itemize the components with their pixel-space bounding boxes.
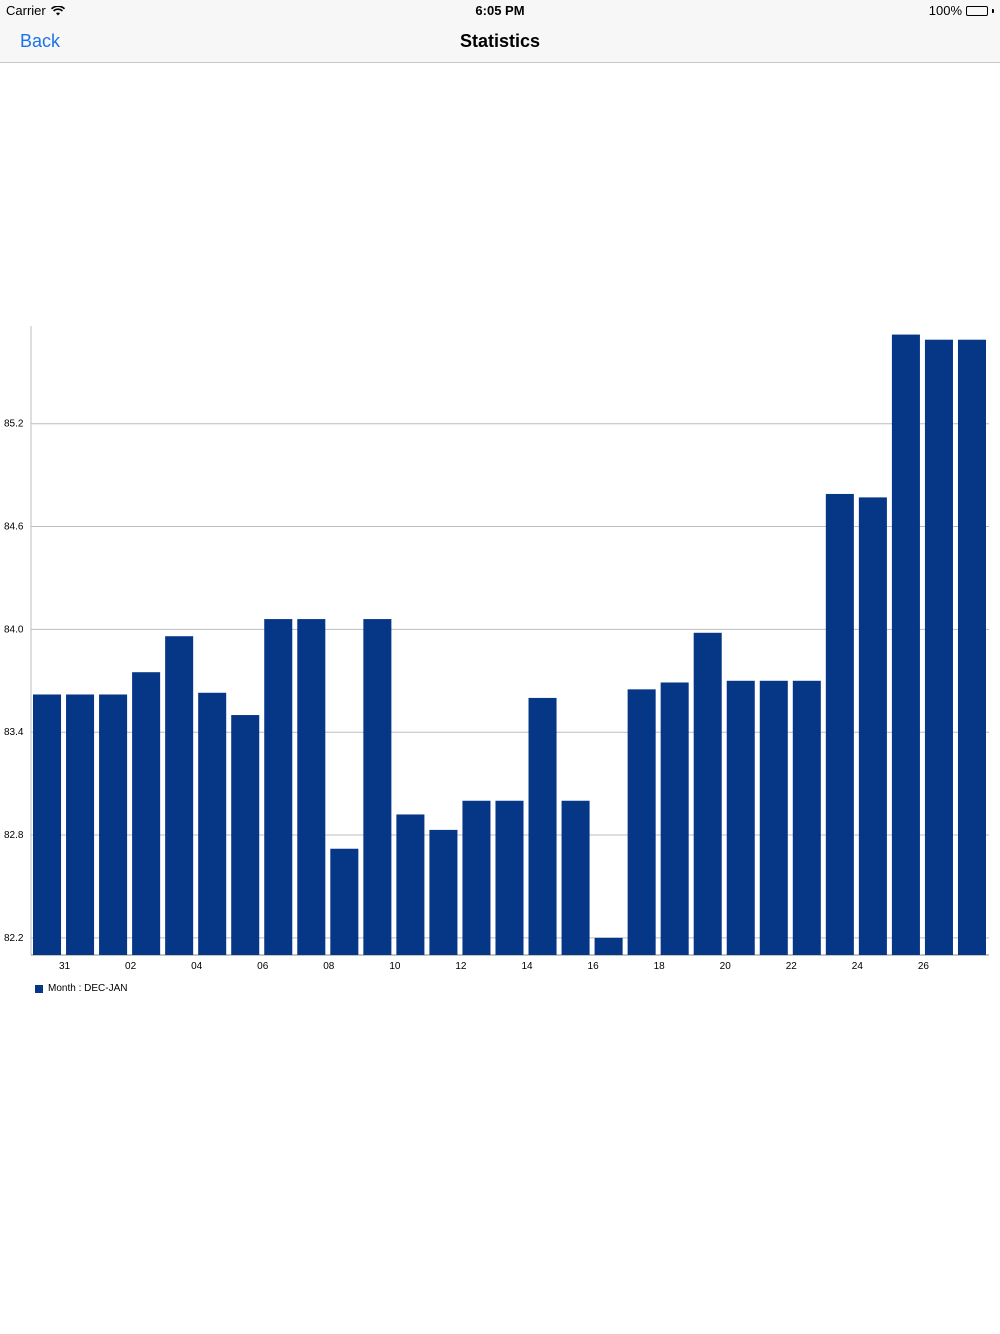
status-bar: Carrier 6:05 PM 100% (0, 0, 1000, 22)
status-right: 100% (929, 3, 994, 18)
x-tick-label: 31 (59, 961, 71, 972)
x-tick-label: 22 (786, 961, 798, 972)
bar (528, 697, 557, 955)
navigation-bar: Back Statistics (0, 22, 1000, 63)
x-tick-label: 20 (720, 961, 732, 972)
bar (726, 680, 755, 955)
wifi-icon (50, 5, 65, 15)
bar (891, 334, 920, 956)
x-tick-label: 08 (323, 961, 335, 972)
bar (858, 497, 887, 955)
x-tick-label: 18 (654, 961, 666, 972)
bar (759, 680, 788, 955)
bar (561, 800, 590, 955)
bar (66, 694, 95, 955)
bar (363, 619, 392, 955)
bar (297, 619, 326, 955)
carrier-label: Carrier (6, 3, 46, 18)
bar (33, 694, 62, 955)
bar (330, 848, 359, 955)
status-time: 6:05 PM (475, 3, 525, 18)
bar (957, 339, 986, 955)
battery-icon (966, 5, 988, 16)
y-tick-label: 84.6 (4, 522, 24, 533)
bar (792, 680, 821, 955)
page-title: Statistics (459, 31, 541, 51)
bar (495, 800, 524, 955)
bar (264, 619, 293, 955)
y-tick-label: 84.0 (4, 624, 24, 635)
bar (429, 829, 458, 955)
legend-label: Month : DEC-JAN (48, 983, 128, 994)
bar-chart: 82.2 82.8 83.4 84.0 84.6 85.2 31 02 04 06 08 10 12 14… (4, 326, 989, 972)
bar (231, 715, 260, 955)
back-button[interactable]: Back (20, 31, 61, 51)
x-tick-label: 12 (455, 961, 467, 972)
battery-tip (992, 8, 994, 13)
bar (924, 339, 953, 955)
chart-legend: Month : DEC-JAN (35, 983, 127, 994)
x-tick-label: 02 (125, 961, 137, 972)
x-tick-label: 24 (852, 961, 864, 972)
x-tick-label: 04 (191, 961, 203, 972)
y-tick-label: 85.2 (4, 419, 24, 430)
y-tick-label: 82.2 (4, 933, 24, 944)
bar (462, 800, 491, 955)
x-tick-label: 10 (389, 961, 401, 972)
bar (132, 672, 161, 955)
x-tick-label: 14 (521, 961, 533, 972)
x-tick-label: 26 (918, 961, 930, 972)
bar (693, 632, 722, 955)
bar (627, 689, 656, 955)
y-tick-label: 83.4 (4, 727, 24, 738)
status-left: Carrier (6, 3, 65, 18)
bar (99, 694, 128, 955)
bar (594, 937, 623, 955)
battery-percent: 100% (928, 3, 962, 18)
bar (165, 636, 194, 955)
x-tick-label: 06 (257, 961, 269, 972)
bar (660, 682, 689, 955)
bar (825, 493, 854, 955)
legend-swatch (35, 984, 43, 993)
bar (396, 814, 425, 955)
bar (198, 692, 227, 955)
x-tick-label: 16 (588, 961, 600, 972)
y-tick-label: 82.8 (4, 830, 24, 841)
